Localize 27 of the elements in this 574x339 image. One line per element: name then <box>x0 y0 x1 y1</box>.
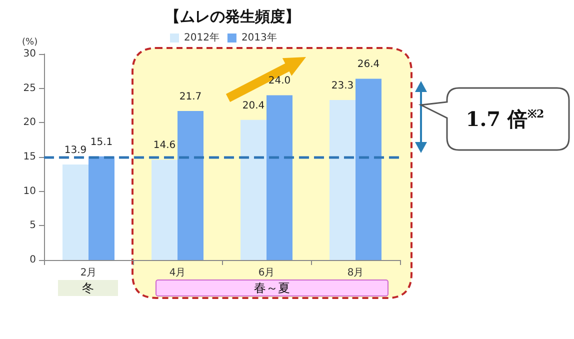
data-label: 26.4 <box>357 59 380 70</box>
legend-label: 2012年 <box>184 32 220 44</box>
legend-label: 2013年 <box>241 32 277 44</box>
y-axis-title: (%) <box>22 38 38 48</box>
y-tick-label: 20 <box>23 117 36 128</box>
text: 春～夏 <box>254 281 290 295</box>
chart-title: 【ムレの発生頻度】 <box>165 8 300 26</box>
data-label: 15.1 <box>90 136 113 148</box>
text: 冬 <box>82 281 94 295</box>
y-tick-label: 30 <box>23 48 36 60</box>
x-tick-label: 6月 <box>258 268 275 278</box>
y-tick-label: 0 <box>30 254 36 266</box>
data-label: 20.4 <box>242 100 265 112</box>
x-tick-label: 2月 <box>80 268 97 278</box>
bar <box>88 156 114 260</box>
data-label: 21.7 <box>179 91 202 102</box>
y-tick-label: 15 <box>23 152 36 162</box>
bar <box>62 164 88 260</box>
data-label: 14.6 <box>153 140 176 152</box>
y-tick-label: 10 <box>23 186 36 197</box>
y-tick-label: 5 <box>30 220 36 232</box>
x-tick-label: 4月 <box>169 268 186 278</box>
y-tick-label: 25 <box>23 82 36 94</box>
data-label: 13.9 <box>64 145 87 156</box>
x-tick-label: 8月 <box>347 268 364 278</box>
data-label: 24.0 <box>268 76 291 87</box>
data-label: 23.3 <box>331 80 354 92</box>
